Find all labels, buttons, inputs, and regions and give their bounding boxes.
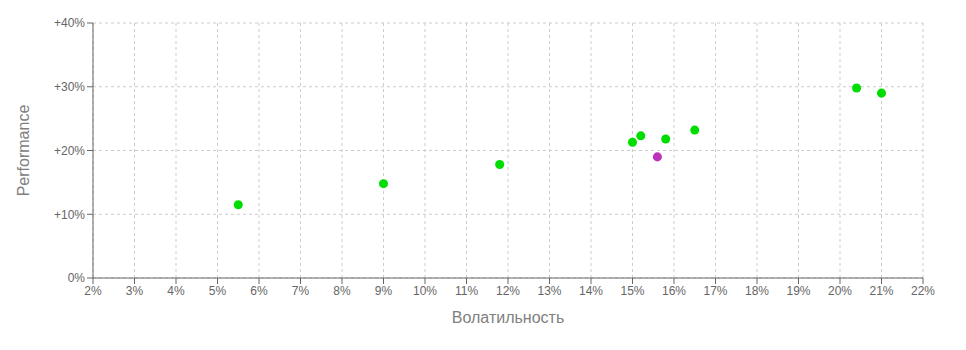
svg-text:3%: 3%	[126, 284, 144, 298]
svg-text:7%: 7%	[292, 284, 310, 298]
svg-text:+40%: +40%	[54, 16, 85, 30]
svg-text:10%: 10%	[413, 284, 437, 298]
svg-text:14%: 14%	[579, 284, 603, 298]
svg-text:4%: 4%	[167, 284, 185, 298]
svg-text:22%: 22%	[911, 284, 935, 298]
svg-text:11%: 11%	[455, 284, 478, 298]
svg-text:21%: 21%	[869, 284, 893, 298]
svg-text:Performance: Performance	[15, 105, 32, 197]
svg-text:2%: 2%	[84, 284, 102, 298]
svg-text:20%: 20%	[828, 284, 852, 298]
svg-text:18%: 18%	[745, 284, 769, 298]
svg-text:15%: 15%	[620, 284, 644, 298]
svg-text:8%: 8%	[333, 284, 351, 298]
svg-text:9%: 9%	[375, 284, 393, 298]
svg-text:16%: 16%	[662, 284, 686, 298]
svg-text:6%: 6%	[250, 284, 268, 298]
svg-text:Волатильность: Волатильность	[452, 309, 564, 326]
svg-text:5%: 5%	[209, 284, 227, 298]
svg-text:+20%: +20%	[54, 144, 85, 158]
svg-text:+30%: +30%	[54, 80, 85, 94]
svg-text:17%: 17%	[703, 284, 727, 298]
svg-text:12%: 12%	[496, 284, 520, 298]
svg-text:19%: 19%	[786, 284, 810, 298]
svg-text:0%: 0%	[68, 271, 86, 285]
svg-text:+10%: +10%	[54, 208, 85, 222]
svg-text:13%: 13%	[537, 284, 561, 298]
